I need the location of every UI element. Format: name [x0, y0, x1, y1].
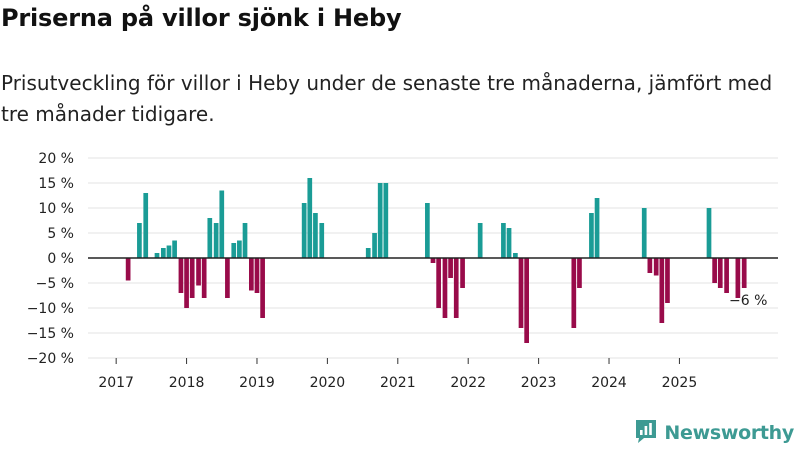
x-tick-label: 2021 — [380, 375, 416, 391]
bar-positive — [319, 223, 325, 258]
y-tick-label: 20 % — [38, 151, 74, 167]
bar-negative — [225, 258, 230, 298]
bar-negative — [453, 258, 459, 318]
bar-negative — [430, 258, 436, 263]
bar-positive — [365, 248, 371, 258]
y-tick-label: 15 % — [38, 176, 74, 192]
bar-positive — [231, 243, 237, 258]
chart-subtitle: Prisutveckling för villor i Heby under d… — [1, 71, 773, 126]
brand-name: Newsworthy — [664, 422, 794, 444]
bar-negative — [741, 258, 747, 288]
bar-negative — [712, 258, 717, 283]
bar-positive — [641, 208, 647, 258]
bar-negative — [178, 258, 184, 293]
bar-positive — [383, 183, 389, 258]
y-tick-label: −5 % — [36, 276, 74, 292]
bar-negative — [577, 258, 582, 288]
last-value-annotation: −6 % — [729, 293, 767, 309]
bar-negative — [659, 258, 665, 323]
bar-negative — [571, 258, 577, 328]
x-tick-label: 2023 — [521, 375, 557, 391]
bar-positive — [143, 193, 149, 258]
bar-positive — [242, 223, 248, 258]
bar-negative — [189, 258, 195, 298]
bar-positive — [501, 223, 506, 258]
y-tick-label: 10 % — [38, 201, 74, 217]
bar-positive — [589, 213, 594, 258]
bar-negative — [518, 258, 524, 328]
chart-title: Priserna på villor sjönk i Heby — [1, 4, 402, 32]
bar-negative — [184, 258, 189, 308]
bar-negative — [201, 258, 207, 298]
bar-negative — [436, 258, 441, 308]
x-tick-label: 2019 — [239, 375, 275, 391]
bar-negative — [442, 258, 448, 318]
bar-positive — [213, 223, 219, 258]
bar-negative — [653, 258, 659, 276]
x-tick-label: 2022 — [450, 375, 486, 391]
bar-positive — [154, 253, 160, 258]
brand: Newsworthy — [634, 420, 794, 446]
bar-positive — [372, 233, 377, 258]
bar-negative — [665, 258, 670, 303]
x-tick-label: 2024 — [591, 375, 627, 391]
bar-negative — [735, 258, 741, 298]
bar-negative — [196, 258, 201, 286]
bar-negative — [717, 258, 723, 288]
bar-positive — [166, 245, 172, 258]
bar-negative — [460, 258, 465, 288]
bar-positive — [207, 218, 213, 258]
y-tick-label: −15 % — [27, 326, 74, 342]
bar-negative — [125, 258, 131, 281]
x-tick-label: 2025 — [662, 375, 698, 391]
bar-positive — [506, 228, 512, 258]
bar-positive — [513, 253, 518, 258]
bar-positive — [313, 213, 318, 258]
bar-positive — [160, 248, 166, 258]
bar-positive — [301, 203, 307, 258]
x-tick-label: 2018 — [169, 375, 205, 391]
bar-positive — [706, 208, 712, 258]
bar-negative — [647, 258, 653, 273]
bar-negative — [260, 258, 265, 318]
bar-negative — [524, 258, 529, 343]
bar-positive — [594, 198, 600, 258]
y-tick-label: 0 % — [47, 251, 74, 267]
bar-positive — [307, 178, 313, 258]
bar-positive — [172, 240, 177, 258]
newsworthy-logo-icon — [634, 418, 658, 448]
bar-positive — [377, 183, 383, 258]
bar-negative — [249, 258, 254, 291]
bar-negative — [724, 258, 729, 293]
bar-negative — [254, 258, 260, 293]
x-tick-label: 2017 — [98, 375, 134, 391]
bar-positive — [477, 223, 483, 258]
x-tick-label: 2020 — [310, 375, 346, 391]
bar-negative — [448, 258, 453, 278]
y-tick-label: 5 % — [47, 226, 74, 242]
bar-positive — [425, 203, 430, 258]
y-tick-label: −10 % — [27, 301, 74, 317]
y-tick-label: −20 % — [27, 351, 74, 367]
bar-positive — [237, 240, 242, 258]
bar-positive — [137, 223, 142, 258]
bar-positive — [219, 190, 225, 258]
